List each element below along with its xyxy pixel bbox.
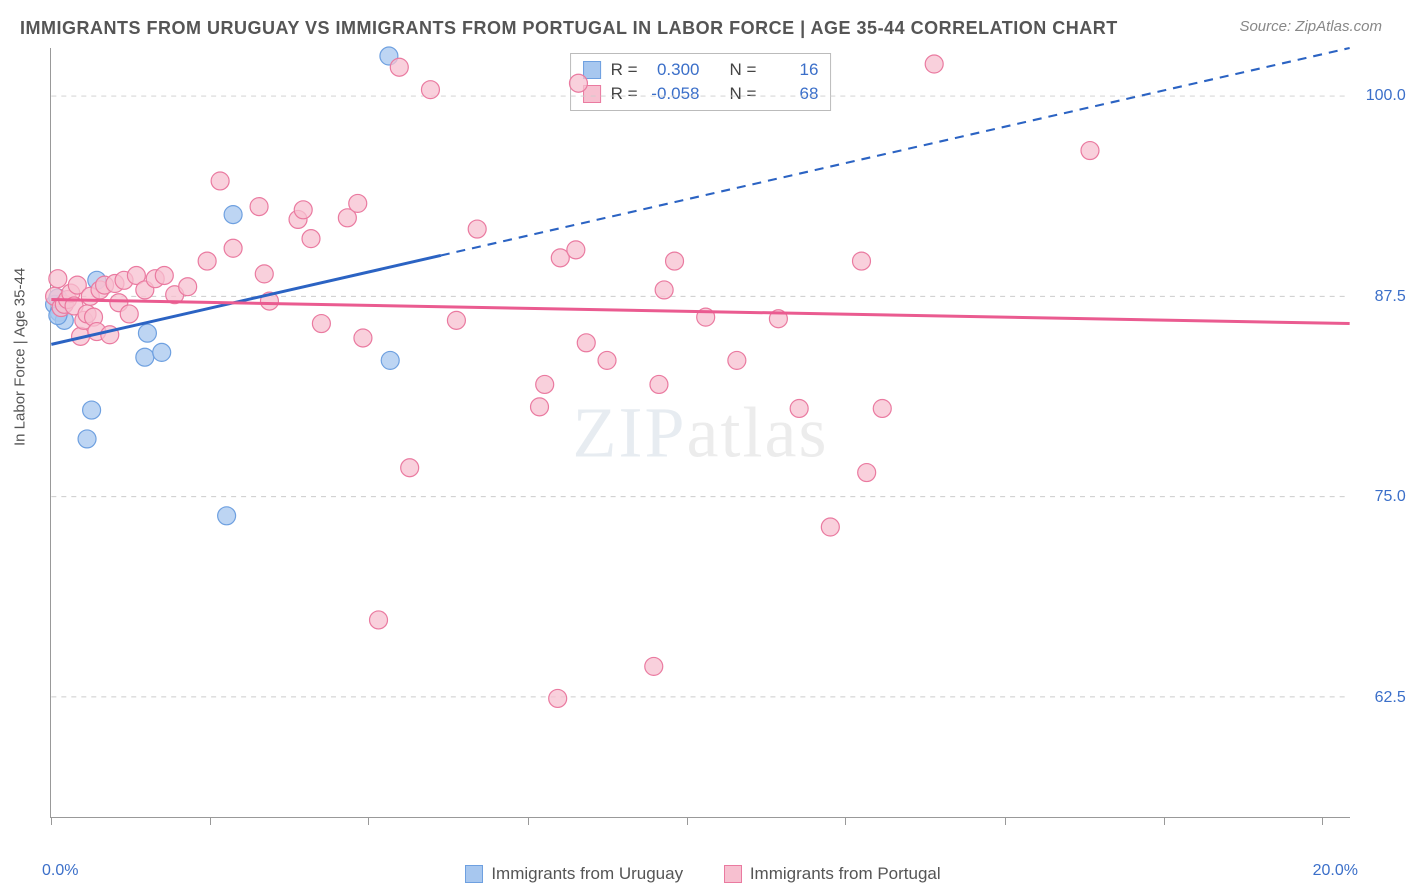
x-tick-mark (845, 817, 846, 825)
correlation-chart: IMMIGRANTS FROM URUGUAY VS IMMIGRANTS FR… (0, 0, 1406, 892)
chart-title: IMMIGRANTS FROM URUGUAY VS IMMIGRANTS FR… (20, 18, 1118, 39)
data-point-portugal (790, 399, 808, 417)
data-point-portugal (567, 241, 585, 259)
x-tick-mark (210, 817, 211, 825)
y-tick-label: 100.0% (1360, 87, 1406, 105)
data-point-portugal (853, 252, 871, 270)
data-point-portugal (302, 230, 320, 248)
data-point-uruguay (224, 206, 242, 224)
data-point-portugal (198, 252, 216, 270)
data-point-uruguay (153, 343, 171, 361)
data-point-portugal (858, 464, 876, 482)
x-tick-mark (1322, 817, 1323, 825)
data-point-uruguay (138, 324, 156, 342)
x-tick-mark (368, 817, 369, 825)
data-point-portugal (666, 252, 684, 270)
legend-item-portugal: Immigrants from Portugal (724, 864, 941, 884)
data-point-portugal (354, 329, 372, 347)
data-point-portugal (549, 689, 567, 707)
data-point-portugal (655, 281, 673, 299)
data-point-portugal (155, 267, 173, 285)
data-point-portugal (531, 398, 549, 416)
y-axis-label: In Labor Force | Age 35-44 (12, 268, 29, 446)
data-point-portugal (401, 459, 419, 477)
x-tick-mark (1164, 817, 1165, 825)
data-point-uruguay (136, 348, 154, 366)
data-point-portugal (211, 172, 229, 190)
data-point-uruguay (78, 430, 96, 448)
data-point-portugal (468, 220, 486, 238)
y-tick-label: 62.5% (1360, 689, 1406, 707)
data-point-portugal (536, 375, 554, 393)
data-point-portugal (224, 239, 242, 257)
data-point-portugal (179, 278, 197, 296)
data-point-portugal (598, 351, 616, 369)
data-point-portugal (925, 55, 943, 73)
data-point-portugal (447, 311, 465, 329)
data-point-portugal (349, 194, 367, 212)
data-point-portugal (645, 657, 663, 675)
data-point-portugal (421, 81, 439, 99)
data-point-portugal (370, 611, 388, 629)
data-point-portugal (1081, 142, 1099, 160)
data-point-portugal (821, 518, 839, 536)
x-tick-mark (51, 817, 52, 825)
data-point-uruguay (83, 401, 101, 419)
data-point-portugal (569, 74, 587, 92)
data-point-portugal (650, 375, 668, 393)
data-point-portugal (390, 58, 408, 76)
y-tick-label: 87.5% (1360, 288, 1406, 306)
data-point-portugal (728, 351, 746, 369)
data-point-portugal (250, 198, 268, 216)
data-point-portugal (255, 265, 273, 283)
bottom-legend: Immigrants from Uruguay Immigrants from … (0, 864, 1406, 888)
x-tick-mark (687, 817, 688, 825)
data-point-portugal (577, 334, 595, 352)
x-tick-mark (528, 817, 529, 825)
data-point-portugal (49, 270, 67, 288)
legend-item-uruguay: Immigrants from Uruguay (465, 864, 683, 884)
data-point-portugal (120, 305, 138, 323)
source-attribution: Source: ZipAtlas.com (1239, 18, 1382, 35)
data-point-portugal (873, 399, 891, 417)
legend-label-uruguay: Immigrants from Uruguay (491, 864, 683, 884)
data-point-portugal (312, 315, 330, 333)
y-tick-label: 75.0% (1360, 488, 1406, 506)
legend-swatch-uruguay (465, 865, 483, 883)
legend-label-portugal: Immigrants from Portugal (750, 864, 941, 884)
data-point-uruguay (381, 351, 399, 369)
plot-area: ZIPatlas R = 0.300 N = 16 R = -0.058 N =… (50, 48, 1350, 818)
data-point-uruguay (218, 507, 236, 525)
legend-swatch-portugal (724, 865, 742, 883)
plot-svg (51, 48, 1350, 817)
data-point-portugal (294, 201, 312, 219)
x-tick-mark (1005, 817, 1006, 825)
